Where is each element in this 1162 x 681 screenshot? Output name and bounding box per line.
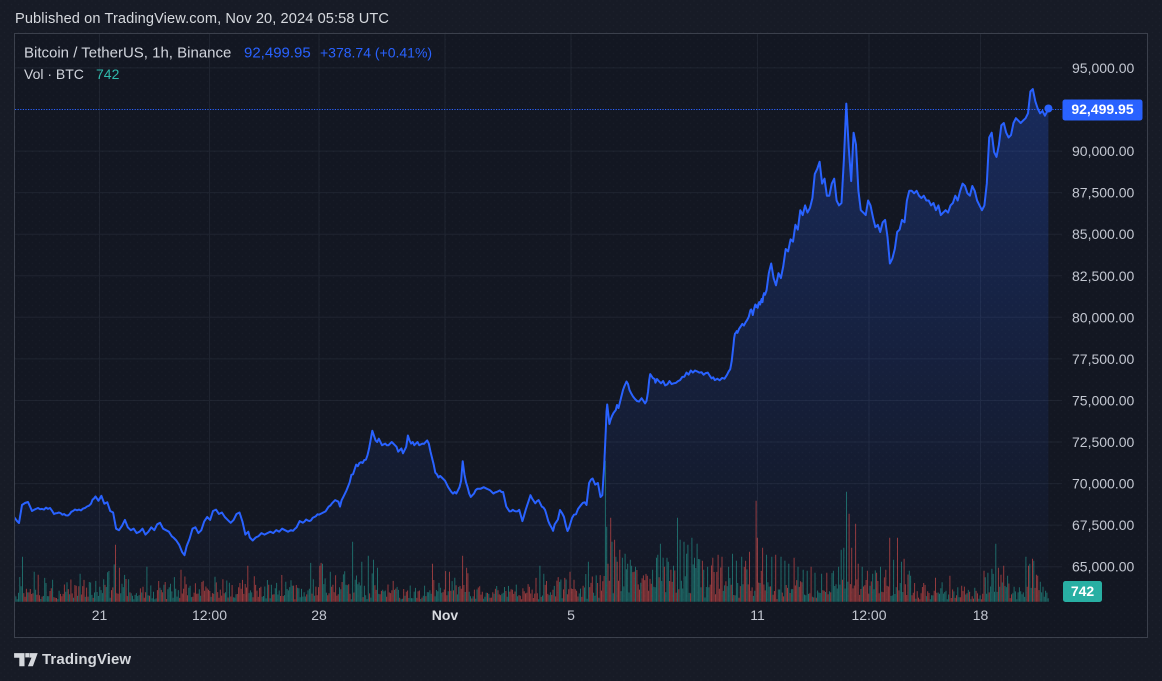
svg-text:90,000.00: 90,000.00 <box>1072 143 1134 159</box>
svg-text:72,500.00: 72,500.00 <box>1072 434 1134 450</box>
svg-text:11: 11 <box>750 607 765 623</box>
svg-text:18: 18 <box>973 607 989 623</box>
svg-text:85,000.00: 85,000.00 <box>1072 226 1134 242</box>
svg-text:75,000.00: 75,000.00 <box>1072 393 1134 409</box>
svg-text:Nov: Nov <box>432 607 459 623</box>
svg-text:92,499.95: 92,499.95 <box>244 45 311 62</box>
svg-text:82,500.00: 82,500.00 <box>1072 268 1134 284</box>
svg-text:65,000.00: 65,000.00 <box>1072 559 1134 575</box>
svg-text:+378.74 (+0.41%): +378.74 (+0.41%) <box>320 45 432 61</box>
svg-text:Vol · BTC: Vol · BTC <box>24 66 84 82</box>
svg-text:70,000.00: 70,000.00 <box>1072 476 1134 492</box>
svg-text:95,000.00: 95,000.00 <box>1072 60 1134 76</box>
svg-text:742: 742 <box>96 66 120 82</box>
svg-text:28: 28 <box>311 607 327 623</box>
svg-text:87,500.00: 87,500.00 <box>1072 185 1134 201</box>
svg-text:5: 5 <box>567 607 575 623</box>
svg-text:742: 742 <box>1071 583 1095 599</box>
svg-text:12:00: 12:00 <box>851 607 886 623</box>
svg-text:Bitcoin / TetherUS, 1h, Binanc: Bitcoin / TetherUS, 1h, Binance <box>24 45 231 62</box>
svg-text:21: 21 <box>92 607 108 623</box>
svg-text:80,000.00: 80,000.00 <box>1072 309 1134 325</box>
svg-text:77,500.00: 77,500.00 <box>1072 351 1134 367</box>
svg-text:12:00: 12:00 <box>192 607 227 623</box>
svg-text:67,500.00: 67,500.00 <box>1072 517 1134 533</box>
svg-text:92,499.95: 92,499.95 <box>1071 101 1133 117</box>
